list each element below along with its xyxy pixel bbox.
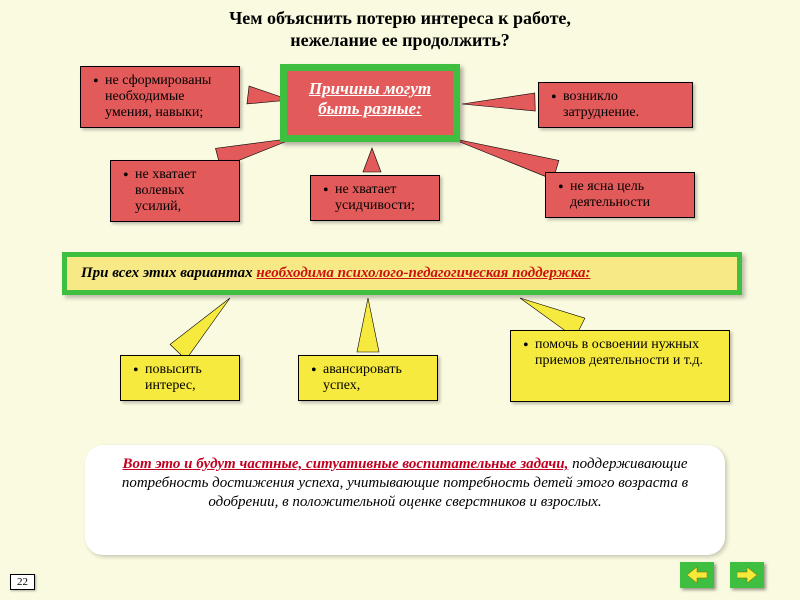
reason-will-text: не хватает волевых усилий, bbox=[121, 167, 229, 215]
support-highlight: необходима психолого-педагогическая подд… bbox=[256, 265, 590, 281]
conclusion-panel: Вот это и будут частные, ситуативные вос… bbox=[85, 445, 725, 555]
reason-perseverance: не хватает усидчивости; bbox=[310, 175, 440, 221]
support-bar: При всех этих вариантах необходима психо… bbox=[62, 252, 742, 295]
support-prefix: При всех этих вариантах bbox=[81, 265, 256, 281]
conclusion-lead: Вот это и будут частные, ситуативные вос… bbox=[122, 456, 568, 472]
reason-will: не хватает волевых усилий, bbox=[110, 160, 240, 222]
reason-perseverance-text: не хватает усидчивости; bbox=[321, 182, 429, 214]
support-success-text: авансировать успех, bbox=[309, 362, 427, 394]
nav-next-button[interactable] bbox=[730, 562, 764, 588]
arrow-left-icon bbox=[687, 567, 707, 583]
support-help: помочь в освоении нужных приемов деятель… bbox=[510, 330, 730, 402]
center-text: Причины могут быть разные: bbox=[309, 79, 431, 118]
arrow-right-icon bbox=[737, 567, 757, 583]
support-success: авансировать успех, bbox=[298, 355, 438, 401]
reason-skills-text: не сформированы необходимые умения, навы… bbox=[91, 73, 229, 121]
page-number-text: 22 bbox=[17, 576, 28, 588]
reason-goal-text: не ясна цель деятельности bbox=[556, 179, 684, 211]
reason-difficulty-text: возникло затруднение. bbox=[549, 89, 682, 121]
support-interest: повысить интерес, bbox=[120, 355, 240, 401]
reason-goal: не ясна цель деятельности bbox=[545, 172, 695, 218]
support-interest-text: повысить интерес, bbox=[131, 362, 229, 394]
page-number: 22 bbox=[10, 574, 35, 590]
reason-difficulty: возникло затруднение. bbox=[538, 82, 693, 128]
reason-skills: не сформированы необходимые умения, навы… bbox=[80, 66, 240, 128]
support-help-text: помочь в освоении нужных приемов деятель… bbox=[521, 337, 719, 369]
nav-prev-button[interactable] bbox=[680, 562, 714, 588]
reasons-center-box: Причины могут быть разные: bbox=[280, 64, 460, 142]
